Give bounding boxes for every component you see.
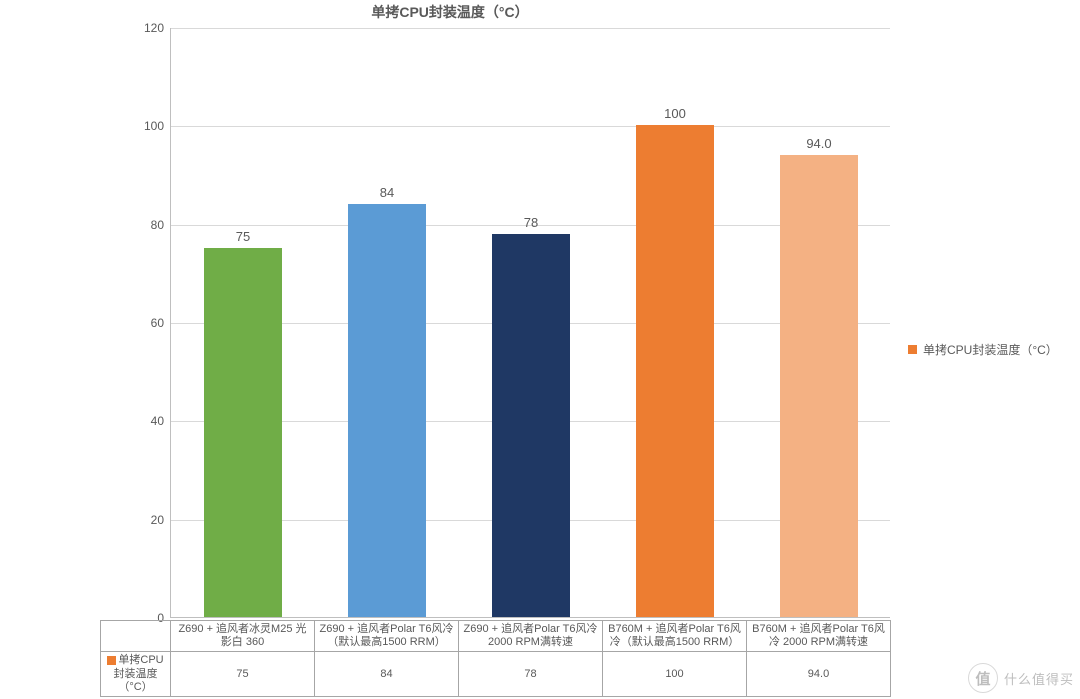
bar-slot: 94.0 [747, 28, 891, 617]
y-tick-label: 40 [126, 414, 164, 428]
bar-value-label: 84 [348, 185, 426, 200]
plot-area: 75847810094.0 [170, 28, 890, 618]
table-value-cell: 75 [171, 652, 315, 697]
table-category-cell: Z690 + 追风者Polar T6风冷 2000 RPM满转速 [459, 621, 603, 652]
legend-text: 单拷CPU封装温度（°C） [923, 341, 1058, 358]
bar: 84 [348, 204, 426, 617]
bar: 78 [492, 234, 570, 618]
table-value-cell: 84 [315, 652, 459, 697]
table-corner-cell [101, 621, 171, 652]
bar-slot: 84 [315, 28, 459, 617]
table-category-cell: Z690 + 追风者Polar T6风冷（默认最高1500 RRM） [315, 621, 459, 652]
table-value-cell: 78 [459, 652, 603, 697]
y-tick-label: 60 [126, 316, 164, 330]
series-swatch [107, 656, 116, 665]
y-tick-label: 100 [126, 119, 164, 133]
bar-value-label: 75 [204, 229, 282, 244]
chart-root: 单拷CPU封装温度（°C） 020406080100120 7584781009… [0, 0, 1080, 699]
series-name: 单拷CPU封装温度（°C） [114, 654, 164, 692]
bar-slot: 75 [171, 28, 315, 617]
y-tick-label: 80 [126, 218, 164, 232]
data-table: Z690 + 追风者冰灵M25 光影白 360Z690 + 追风者Polar T… [100, 620, 891, 697]
bar-slot: 78 [459, 28, 603, 617]
bar-value-label: 78 [492, 215, 570, 230]
bar-slot: 100 [603, 28, 747, 617]
y-tick-label: 20 [126, 513, 164, 527]
legend: 单拷CPU封装温度（°C） [908, 0, 1073, 699]
y-tick-label: 120 [126, 21, 164, 35]
bar-value-label: 94.0 [780, 136, 858, 151]
table-series-cell: 单拷CPU封装温度（°C） [101, 652, 171, 697]
table-value-cell: 94.0 [747, 652, 891, 697]
watermark-circle: 值 [968, 663, 998, 693]
table-value-cell: 100 [603, 652, 747, 697]
table-category-cell: B760M + 追风者Polar T6风冷 2000 RPM满转速 [747, 621, 891, 652]
table-category-cell: Z690 + 追风者冰灵M25 光影白 360 [171, 621, 315, 652]
bar: 94.0 [780, 155, 858, 617]
watermark-text: 什么值得买 [1004, 669, 1074, 688]
legend-swatch [908, 345, 917, 354]
chart-title: 单拷CPU封装温度（°C） [0, 2, 900, 22]
bar: 100 [636, 125, 714, 617]
table-category-cell: B760M + 追风者Polar T6风冷（默认最高1500 RRM） [603, 621, 747, 652]
bar: 75 [204, 248, 282, 617]
bar-value-label: 100 [636, 106, 714, 121]
watermark: 值 什么值得买 [968, 663, 1074, 693]
